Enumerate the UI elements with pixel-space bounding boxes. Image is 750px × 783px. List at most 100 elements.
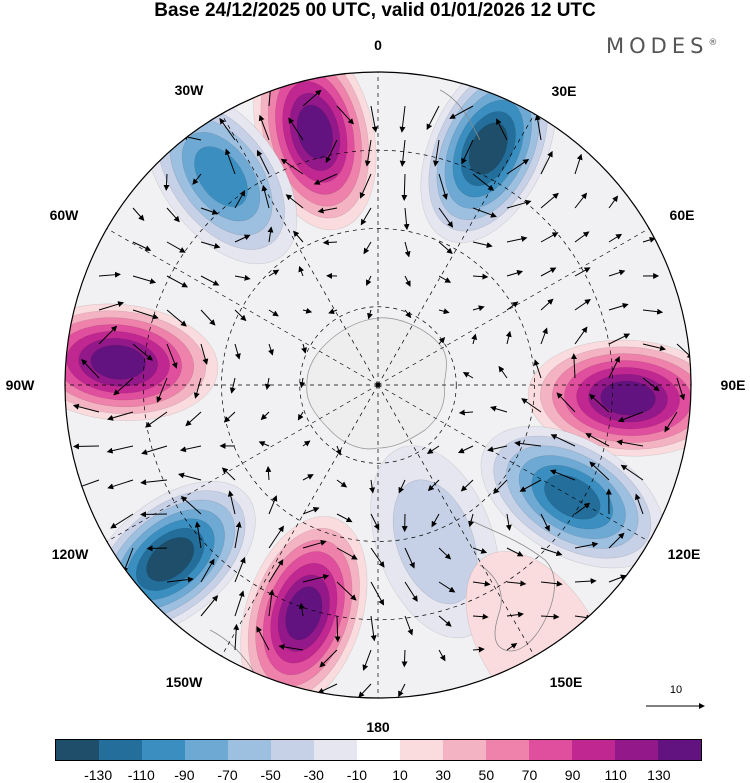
wind-arrow bbox=[366, 275, 372, 286]
colorbar-tick-label: -50 bbox=[260, 767, 281, 783]
wind-arrow bbox=[335, 445, 342, 456]
wind-arrow bbox=[514, 440, 542, 447]
wind-arrow bbox=[540, 327, 548, 345]
lon-label-150w: 150W bbox=[165, 674, 203, 690]
wind-arrow bbox=[506, 642, 518, 651]
wind-arrow bbox=[313, 173, 338, 185]
wind-arrow bbox=[107, 479, 134, 490]
wind-arrow bbox=[608, 574, 627, 583]
wind-arrow bbox=[471, 333, 478, 345]
wind-arrow bbox=[106, 445, 134, 454]
wind-arrow bbox=[268, 269, 280, 277]
wind-arrow bbox=[200, 309, 216, 326]
wind-arrow bbox=[223, 411, 236, 423]
wind-arrow bbox=[234, 189, 246, 209]
wind-arrow bbox=[225, 148, 236, 175]
wind-arrow bbox=[370, 105, 378, 133]
wind-arrow bbox=[401, 649, 408, 668]
wind-arrow bbox=[166, 275, 189, 288]
wind-arrow bbox=[556, 392, 576, 413]
wind-arrow bbox=[336, 513, 353, 523]
wind-arrow bbox=[166, 207, 180, 223]
wind-arrow bbox=[363, 241, 372, 255]
map-title: Base 24/12/2025 00 UTC, valid 01/01/2026… bbox=[154, 0, 596, 21]
wind-arrow bbox=[462, 372, 474, 379]
latitude-circle bbox=[221, 228, 535, 542]
wind-arrow bbox=[506, 158, 530, 175]
wind-arrow bbox=[166, 241, 186, 253]
wind-arrow bbox=[322, 239, 338, 246]
wind-arrow bbox=[302, 574, 330, 583]
wind-arrow bbox=[360, 207, 372, 226]
wind-arrow bbox=[472, 273, 489, 280]
wind-arrow bbox=[268, 343, 274, 356]
lon-label-30w: 30W bbox=[174, 82, 204, 98]
wind-arrow bbox=[293, 230, 304, 243]
wind-arrow bbox=[574, 153, 583, 175]
wind-arrow bbox=[431, 513, 440, 528]
wind-arrow bbox=[194, 521, 202, 549]
wind-arrow bbox=[608, 233, 623, 243]
wind-arrow bbox=[107, 411, 134, 421]
wind-arrow bbox=[227, 490, 236, 515]
wind-arrow bbox=[98, 301, 125, 311]
wind-arrow bbox=[264, 377, 271, 391]
wind-arrow bbox=[399, 105, 406, 133]
wind-arrow bbox=[608, 269, 626, 277]
south-pole-marker bbox=[375, 382, 381, 388]
colorbar-tick-label: -110 bbox=[127, 767, 155, 783]
wind-arrow bbox=[359, 173, 372, 199]
latitude-circle bbox=[299, 306, 457, 464]
wind-arrow bbox=[438, 615, 452, 627]
wind-arrow bbox=[608, 195, 619, 209]
wind-arrow bbox=[498, 365, 508, 379]
wind-arrow bbox=[256, 149, 270, 175]
wind-arrow bbox=[608, 356, 620, 379]
wind-arrow bbox=[298, 265, 305, 277]
wind-arrow bbox=[608, 532, 625, 549]
wind-arrow bbox=[98, 325, 118, 345]
vector-reference-label: 10 bbox=[669, 684, 683, 696]
wind-arrow bbox=[268, 309, 279, 317]
wind-arrow bbox=[506, 235, 528, 243]
wind-arrow bbox=[642, 343, 666, 351]
wind-arrow bbox=[540, 232, 559, 243]
wind-arrow bbox=[285, 194, 304, 209]
colorbar-swatch bbox=[486, 740, 529, 760]
wind-arrow bbox=[472, 173, 495, 191]
wind-arrow bbox=[140, 479, 168, 486]
colorbar-swatch bbox=[271, 740, 314, 760]
wind-arrow bbox=[571, 353, 578, 379]
wind-arrow bbox=[457, 445, 474, 454]
wind-arrow bbox=[506, 270, 524, 277]
wind-arrow bbox=[336, 581, 357, 601]
wind-arrow bbox=[370, 547, 385, 568]
brand-logo: MODES® bbox=[606, 34, 718, 58]
wind-arrow bbox=[458, 409, 474, 416]
colorbar-swatch bbox=[185, 740, 228, 760]
colorbar-swatch bbox=[56, 740, 99, 760]
wind-arrow bbox=[200, 275, 220, 286]
wind-arrow bbox=[549, 469, 576, 481]
wind-arrow bbox=[540, 613, 560, 620]
colorbar-swatch bbox=[400, 740, 443, 760]
wind-arrow bbox=[550, 434, 576, 447]
anomaly-contour bbox=[285, 586, 323, 641]
anomaly-contour bbox=[600, 380, 656, 416]
colorbar-tick-label: -30 bbox=[303, 767, 324, 783]
wind-arrow bbox=[166, 309, 187, 327]
wind-arrow bbox=[268, 525, 284, 549]
wind-arrow bbox=[299, 377, 306, 389]
wind-arrow bbox=[634, 493, 644, 515]
wind-arrow bbox=[519, 479, 542, 492]
wind-arrow bbox=[574, 231, 590, 243]
wind-arrow bbox=[506, 611, 524, 618]
wind-arrow bbox=[319, 649, 338, 668]
wind-arrow bbox=[233, 623, 240, 651]
wind-arrow bbox=[261, 184, 270, 209]
wind-arrow bbox=[490, 405, 508, 413]
wind-arrow bbox=[438, 241, 453, 254]
wind-arrow bbox=[574, 326, 588, 345]
wind-arrow bbox=[298, 602, 305, 617]
wind-arrow bbox=[113, 377, 134, 396]
